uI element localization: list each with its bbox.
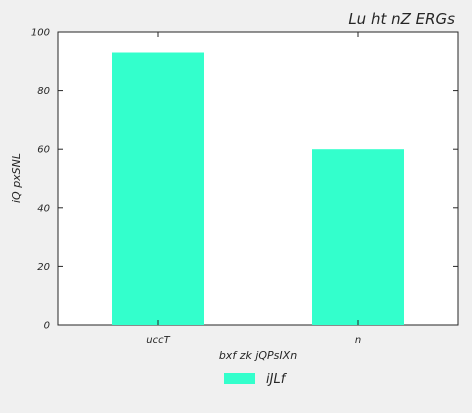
chart-title: Lu ht nZ ERGs [348, 10, 455, 28]
x-ticks-group: uccT n [146, 32, 361, 346]
y-tick-label: 0 [44, 321, 50, 332]
y-axis-label: iQ pxSNL [10, 153, 23, 203]
y-tick-label: 20 [37, 262, 50, 273]
bar-n [312, 149, 404, 325]
x-tick-label: n [355, 335, 361, 346]
legend-swatch [224, 373, 255, 384]
y-tick-label: 40 [37, 203, 50, 214]
y-ticks-group: 0 20 40 60 80 100 [31, 28, 458, 332]
bars-group [112, 52, 404, 325]
legend-label: iJLf [266, 372, 288, 387]
x-tick-label: uccT [146, 335, 170, 346]
y-tick-label: 100 [31, 28, 50, 39]
y-tick-label: 60 [37, 145, 50, 156]
y-tick-label: 80 [37, 86, 50, 97]
bar-uccT [112, 52, 204, 325]
x-axis-label: bxf zk jQPsIXn [219, 349, 297, 362]
legend: iJLf [224, 372, 288, 387]
